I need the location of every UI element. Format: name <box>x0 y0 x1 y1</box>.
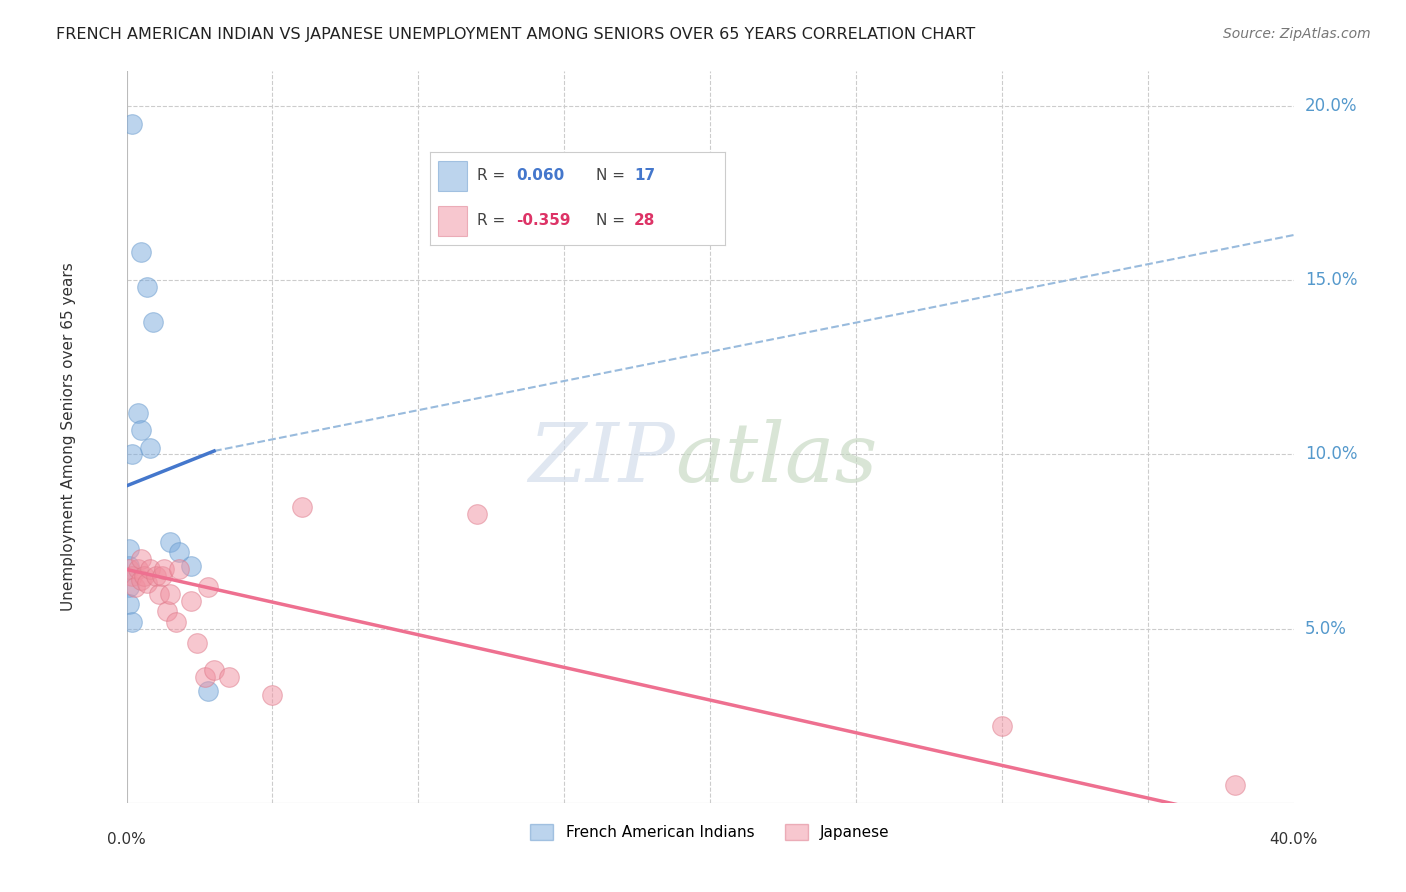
Point <box>990 719 1012 733</box>
Text: atlas: atlas <box>675 419 877 499</box>
Point <box>142 315 165 329</box>
Point <box>129 573 152 587</box>
Point <box>118 597 141 611</box>
Text: 40.0%: 40.0% <box>1270 832 1317 847</box>
Point <box>167 562 190 576</box>
Text: 20.0%: 20.0% <box>1305 97 1358 115</box>
Point <box>148 587 170 601</box>
Point <box>139 562 162 576</box>
Point <box>180 558 202 573</box>
Text: R =: R = <box>478 169 506 184</box>
Text: ZIP: ZIP <box>529 419 675 499</box>
Point <box>136 280 159 294</box>
Point <box>118 541 141 556</box>
Point <box>150 569 173 583</box>
Point <box>159 534 181 549</box>
Text: 0.060: 0.060 <box>516 169 564 184</box>
Text: 5.0%: 5.0% <box>1305 620 1347 638</box>
Point <box>121 117 143 131</box>
Text: 17: 17 <box>634 169 655 184</box>
Point <box>262 688 284 702</box>
Point <box>118 580 141 594</box>
Point <box>156 604 179 618</box>
Point <box>165 615 187 629</box>
Point <box>118 562 141 576</box>
Point <box>124 580 146 594</box>
Text: N =: N = <box>596 169 624 184</box>
Point <box>186 635 208 649</box>
Text: 15.0%: 15.0% <box>1305 271 1358 289</box>
Bar <box>437 206 467 236</box>
Text: Source: ZipAtlas.com: Source: ZipAtlas.com <box>1223 27 1371 41</box>
Point <box>132 569 155 583</box>
Text: 10.0%: 10.0% <box>1305 445 1358 464</box>
Legend: French American Indians, Japanese: French American Indians, Japanese <box>524 818 896 847</box>
Point <box>118 558 141 573</box>
Point <box>465 507 488 521</box>
Point <box>180 594 202 608</box>
Point <box>194 670 217 684</box>
Point <box>136 576 159 591</box>
Bar <box>437 161 467 191</box>
Point <box>159 587 181 601</box>
Point <box>202 664 225 678</box>
Point <box>129 423 152 437</box>
Point <box>1223 778 1246 792</box>
Point <box>121 569 143 583</box>
Point <box>127 406 149 420</box>
Text: FRENCH AMERICAN INDIAN VS JAPANESE UNEMPLOYMENT AMONG SENIORS OVER 65 YEARS CORR: FRENCH AMERICAN INDIAN VS JAPANESE UNEMP… <box>56 27 976 42</box>
Point <box>218 670 240 684</box>
Text: 0.0%: 0.0% <box>107 832 146 847</box>
Point <box>127 562 149 576</box>
Point <box>153 562 176 576</box>
Text: N =: N = <box>596 213 624 228</box>
Point <box>129 552 152 566</box>
Point <box>197 580 219 594</box>
Text: R =: R = <box>478 213 506 228</box>
Point <box>121 448 143 462</box>
Text: -0.359: -0.359 <box>516 213 571 228</box>
Text: 28: 28 <box>634 213 655 228</box>
Point <box>129 245 152 260</box>
Point <box>139 441 162 455</box>
Text: Unemployment Among Seniors over 65 years: Unemployment Among Seniors over 65 years <box>60 263 76 611</box>
Point <box>167 545 190 559</box>
Point <box>145 569 167 583</box>
Point <box>290 500 312 514</box>
Point <box>197 684 219 698</box>
Point <box>121 615 143 629</box>
